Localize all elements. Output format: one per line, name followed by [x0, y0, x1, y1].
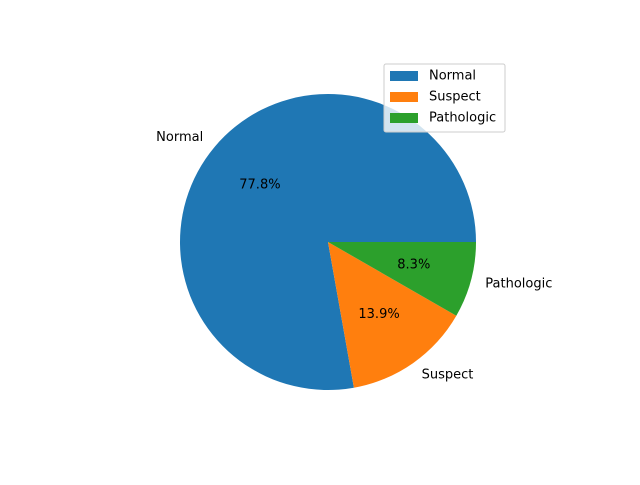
- legend: Normal Suspect Pathologic: [383, 63, 506, 133]
- legend-swatch-pathologic: [390, 113, 418, 123]
- pie-slice-pathologic: [328, 242, 476, 316]
- legend-swatch-normal: [390, 71, 418, 81]
- legend-swatch-suspect: [390, 92, 418, 102]
- category-label-normal: Normal: [156, 130, 203, 145]
- pie-slices: [180, 94, 476, 390]
- legend-label-suspect: Suspect: [429, 90, 481, 105]
- category-label-pathologic: Pathologic: [485, 276, 552, 291]
- percent-label-normal: 77.8%: [239, 177, 280, 192]
- percent-labels: 77.8% 13.9% 8.3%: [239, 177, 430, 322]
- category-label-suspect: Suspect: [422, 368, 474, 383]
- percent-label-pathologic: 8.3%: [397, 257, 430, 272]
- pie-slice-suspect: [328, 242, 457, 388]
- percent-label-suspect: 13.9%: [358, 307, 399, 322]
- category-labels: Normal Suspect Pathologic: [156, 130, 552, 383]
- legend-label-normal: Normal: [429, 69, 476, 84]
- legend-label-pathologic: Pathologic: [429, 111, 496, 126]
